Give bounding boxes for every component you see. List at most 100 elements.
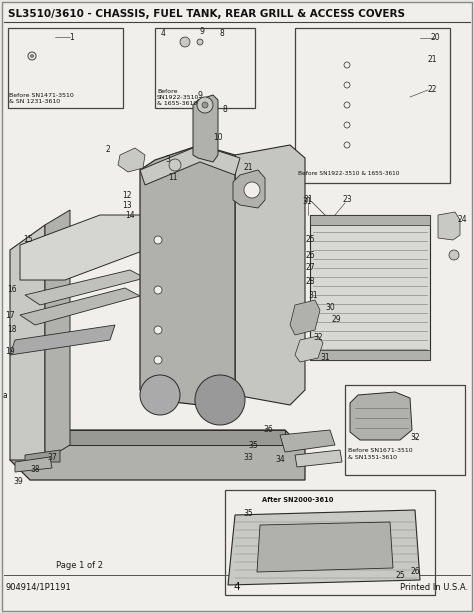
Text: 32: 32	[313, 333, 323, 343]
Text: 35: 35	[248, 441, 258, 449]
Text: Printed In U.S.A.: Printed In U.S.A.	[400, 582, 468, 592]
Polygon shape	[310, 215, 430, 225]
Text: 31: 31	[308, 292, 318, 300]
Text: SN1922-3510: SN1922-3510	[157, 95, 200, 100]
Circle shape	[154, 286, 162, 294]
Text: 20: 20	[430, 34, 440, 42]
Text: Before SN1922-3510 & 1655-3610: Before SN1922-3510 & 1655-3610	[298, 171, 400, 176]
Text: 1: 1	[70, 32, 74, 42]
Circle shape	[28, 52, 36, 60]
Polygon shape	[20, 288, 140, 325]
Polygon shape	[118, 148, 145, 172]
Polygon shape	[30, 430, 285, 445]
Circle shape	[449, 250, 459, 260]
Text: 26: 26	[305, 251, 315, 259]
Text: 37: 37	[47, 454, 57, 462]
Text: 32: 32	[410, 433, 420, 443]
Polygon shape	[228, 510, 420, 585]
Text: Before SN1471-3510: Before SN1471-3510	[9, 93, 74, 98]
Text: & SN1351-3610: & SN1351-3610	[348, 455, 397, 460]
Circle shape	[344, 82, 350, 88]
Polygon shape	[25, 270, 145, 305]
Circle shape	[140, 375, 180, 415]
Text: 9: 9	[198, 91, 202, 101]
Text: 19: 19	[5, 348, 15, 357]
Text: 31: 31	[303, 196, 313, 205]
Polygon shape	[257, 522, 393, 572]
Text: 17: 17	[5, 311, 15, 319]
Circle shape	[195, 375, 245, 425]
Circle shape	[197, 97, 213, 113]
Text: 15: 15	[23, 235, 33, 245]
Circle shape	[202, 102, 208, 108]
Polygon shape	[350, 392, 412, 440]
Text: 13: 13	[122, 200, 132, 210]
Polygon shape	[193, 95, 218, 162]
Bar	[310, 215, 430, 360]
Text: 27: 27	[305, 264, 315, 273]
Text: 2: 2	[106, 145, 110, 154]
Text: 18: 18	[7, 326, 17, 335]
Bar	[345, 385, 465, 475]
Text: SL3510/3610 - CHASSIS, FUEL TANK, REAR GRILL & ACCESS COVERS: SL3510/3610 - CHASSIS, FUEL TANK, REAR G…	[8, 9, 405, 19]
Text: 31: 31	[302, 197, 312, 207]
Bar	[295, 28, 450, 183]
Text: 21: 21	[427, 56, 437, 64]
Text: 21: 21	[243, 164, 253, 172]
Polygon shape	[295, 336, 323, 362]
Polygon shape	[235, 145, 305, 405]
Text: 4: 4	[161, 29, 165, 39]
Text: 31: 31	[320, 354, 330, 362]
Polygon shape	[10, 225, 45, 460]
Circle shape	[154, 356, 162, 364]
Text: a: a	[3, 390, 8, 400]
Circle shape	[180, 37, 190, 47]
Polygon shape	[388, 117, 412, 135]
Text: 25: 25	[395, 571, 405, 579]
Polygon shape	[25, 52, 65, 60]
Text: Before SN1671-3510: Before SN1671-3510	[348, 448, 413, 453]
Circle shape	[244, 182, 260, 198]
Text: After SN2000-3610: After SN2000-3610	[262, 497, 333, 503]
Text: 28: 28	[305, 278, 315, 286]
Circle shape	[344, 102, 350, 108]
Bar	[155, 28, 255, 108]
Polygon shape	[10, 325, 115, 355]
Text: 22: 22	[427, 85, 437, 94]
Polygon shape	[310, 350, 430, 360]
Text: 29: 29	[331, 316, 341, 324]
Circle shape	[169, 159, 181, 171]
Polygon shape	[438, 212, 460, 240]
Text: 8: 8	[223, 105, 228, 115]
Text: 16: 16	[7, 286, 17, 294]
Polygon shape	[165, 38, 215, 80]
Text: & SN 1231-3610: & SN 1231-3610	[9, 99, 60, 104]
Polygon shape	[385, 50, 408, 75]
Polygon shape	[295, 450, 342, 467]
Text: 11: 11	[168, 173, 178, 183]
Polygon shape	[45, 210, 70, 460]
Polygon shape	[25, 450, 60, 462]
Text: 25: 25	[305, 235, 315, 245]
Text: 39: 39	[13, 478, 23, 487]
Text: 3: 3	[165, 156, 171, 164]
Bar	[8, 28, 123, 108]
Text: 904914/1P1191: 904914/1P1191	[6, 582, 72, 592]
Text: & 1655-3610: & 1655-3610	[157, 101, 197, 106]
Text: 23: 23	[342, 196, 352, 205]
Text: 33: 33	[243, 452, 253, 462]
Text: Before: Before	[157, 89, 177, 94]
Polygon shape	[280, 430, 335, 452]
Circle shape	[344, 122, 350, 128]
Polygon shape	[140, 145, 240, 185]
Text: 8: 8	[219, 29, 224, 39]
Text: 9: 9	[200, 26, 204, 36]
Text: 38: 38	[30, 465, 40, 474]
Text: 10: 10	[213, 134, 223, 142]
Polygon shape	[233, 170, 265, 208]
Polygon shape	[140, 145, 235, 405]
Text: 14: 14	[125, 210, 135, 219]
Circle shape	[154, 236, 162, 244]
Circle shape	[30, 55, 34, 58]
Text: 4: 4	[234, 582, 240, 592]
